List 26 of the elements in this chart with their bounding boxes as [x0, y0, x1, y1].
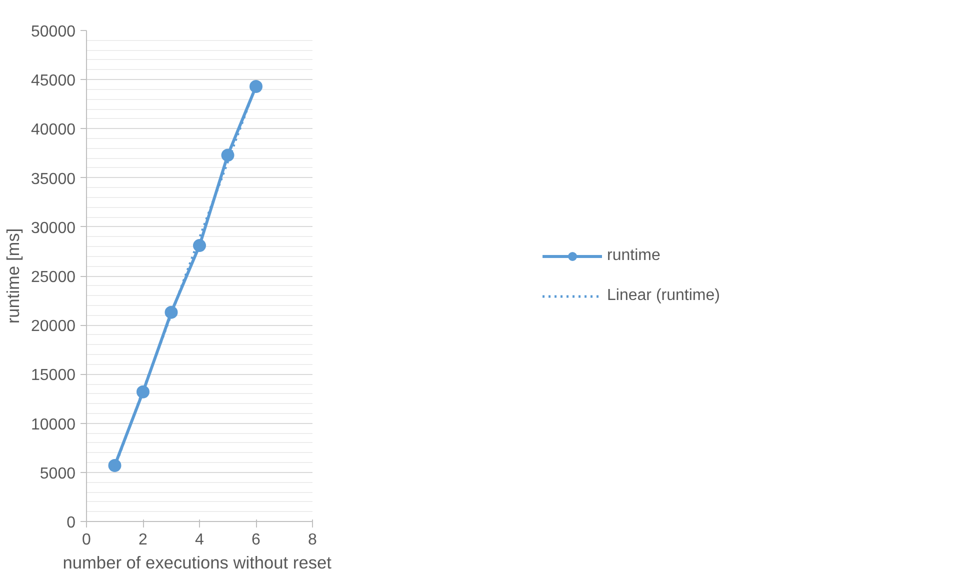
x-tick-label: 8	[308, 532, 318, 548]
y-tick-label: 20000	[31, 318, 76, 336]
point	[136, 385, 150, 398]
y-tick-label: 30000	[31, 220, 76, 237]
y-tick-label: 50000	[31, 24, 76, 40]
y-tick-label: 35000	[31, 170, 76, 188]
legend-label: Linear (runtime)	[607, 286, 720, 304]
x-tick-label: 2	[138, 532, 148, 548]
point	[250, 80, 262, 93]
y-tick-label: 25000	[31, 269, 76, 286]
point	[193, 239, 206, 252]
y-tick-label: 15000	[31, 367, 76, 384]
y-tick-label: 10000	[31, 416, 76, 434]
y-tick-label: 5000	[40, 465, 76, 482]
y-axis-title: runtime [ms]	[3, 228, 24, 324]
point	[164, 306, 178, 319]
y-tick-label: 40000	[31, 122, 76, 139]
y-tick-label: 45000	[31, 72, 76, 90]
point	[108, 459, 122, 472]
legend-label: runtime	[607, 246, 660, 264]
x-tick-label: 4	[195, 532, 204, 548]
x-tick-label: 6	[252, 532, 261, 548]
y-tick-label: 0	[66, 514, 76, 532]
x-tick-label: 0	[82, 532, 92, 548]
x-axis-title: number of executions without reset	[62, 552, 332, 572]
point	[221, 148, 234, 162]
